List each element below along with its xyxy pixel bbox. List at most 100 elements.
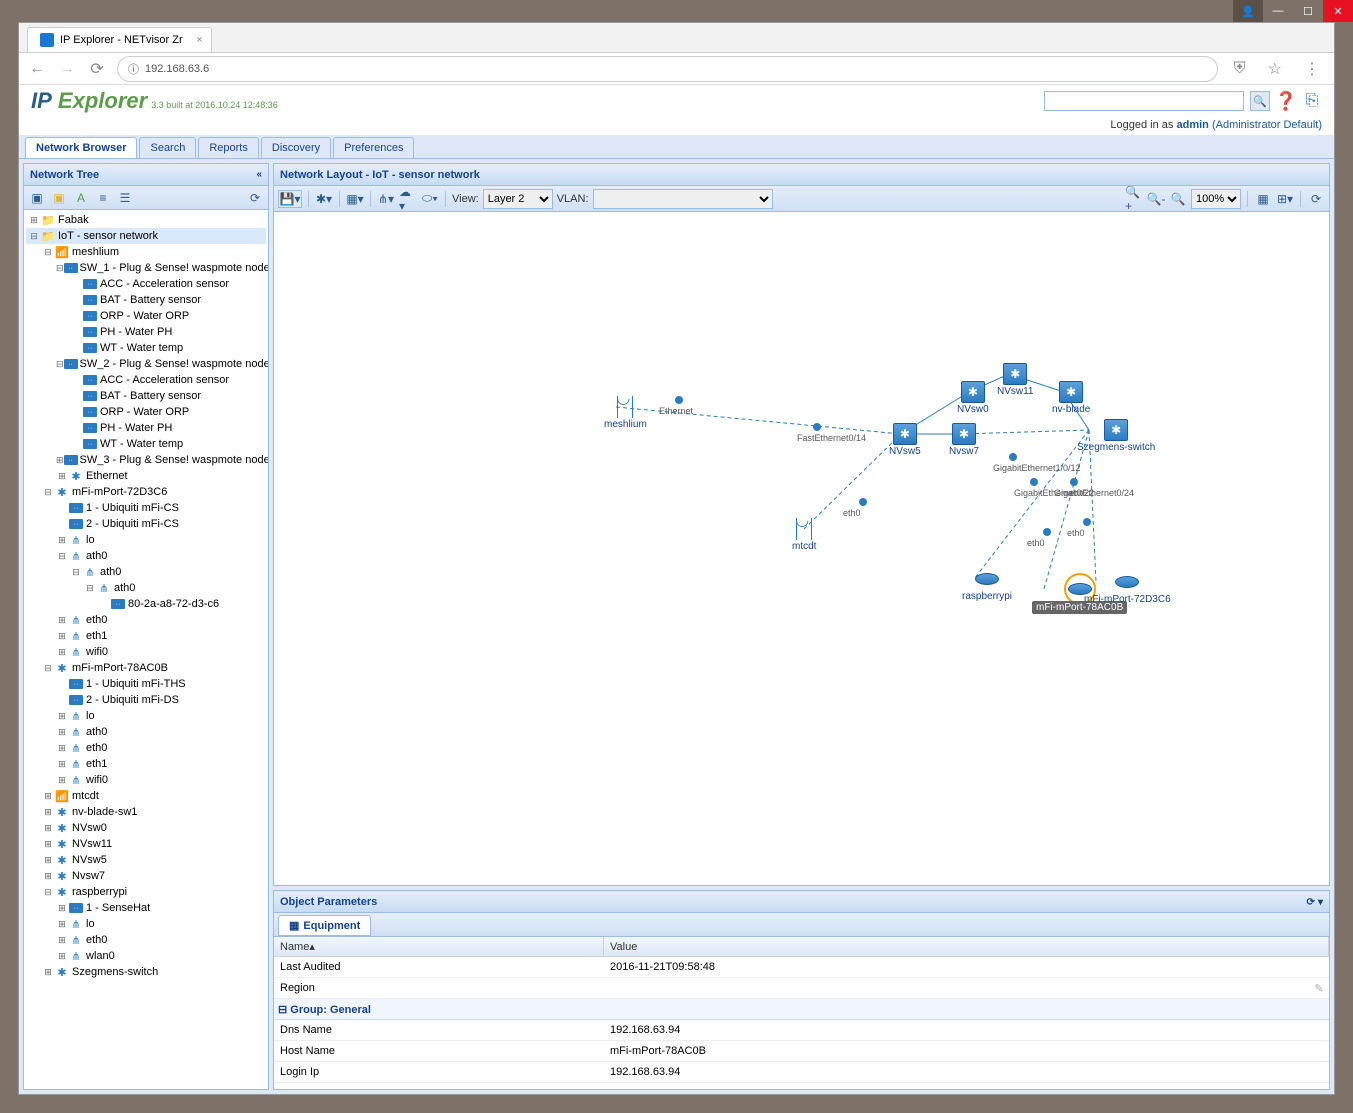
tree-node[interactable]: ⊞📶mtcdt [26, 788, 266, 804]
tree-node[interactable]: ··PH - Water PH [26, 324, 266, 340]
tree-node[interactable]: ⊞✱Nvsw7 [26, 868, 266, 884]
tree-node[interactable]: ··ORP - Water ORP [26, 308, 266, 324]
nav-forward-icon[interactable]: → [57, 60, 77, 78]
os-close-button[interactable]: ✕ [1323, 0, 1353, 22]
tree-toggle-icon[interactable]: ⊟ [84, 583, 96, 594]
toolbar-icon[interactable]: ☰ [116, 189, 134, 207]
tree-node[interactable]: ··ORP - Water ORP [26, 404, 266, 420]
tree-toggle-icon[interactable]: ⊞ [56, 743, 68, 754]
tab-network-browser[interactable]: Network Browser [25, 137, 137, 158]
diagram-node-meshlium[interactable]: meshlium [604, 395, 647, 430]
tree-node[interactable]: ⊞⋔wlan0 [26, 948, 266, 964]
diagram-node-Nvsw7[interactable]: ✱Nvsw7 [949, 422, 979, 457]
toolbar-icon[interactable]: ⋔▾ [377, 190, 395, 208]
tree-toggle-icon[interactable]: ⊞ [56, 615, 68, 626]
tab-reports[interactable]: Reports [198, 137, 259, 158]
tree-node[interactable]: ⊞··1 - SenseHat [26, 900, 266, 916]
tree-node[interactable]: ⊞⋔eth1 [26, 756, 266, 772]
diagram-node-mtcdt[interactable]: mtcdt [792, 517, 816, 552]
tree-node[interactable]: ⊟··SW_2 - Plug & Sense! waspmote node [26, 356, 266, 372]
logout-icon[interactable]: ⎘ [1302, 91, 1322, 111]
tree-node[interactable]: ··2 - Ubiquiti mFi-DS [26, 692, 266, 708]
tree-toggle-icon[interactable]: ⊞ [42, 823, 54, 834]
zoom-select[interactable]: 100% [1191, 189, 1241, 209]
vlan-select[interactable] [593, 189, 773, 209]
view-select[interactable]: Layer 2 [483, 189, 553, 209]
tree-toggle-icon[interactable]: ⊞ [56, 919, 68, 930]
tree-node[interactable]: ⊞⋔wifi0 [26, 772, 266, 788]
tree-node[interactable]: ··80-2a-a8-72-d3-c6 [26, 596, 266, 612]
help-icon[interactable]: ❓ [1276, 91, 1296, 111]
diagram-node-NVsw11[interactable]: ✱NVsw11 [997, 362, 1034, 397]
toolbar-icon[interactable]: ✱▾ [315, 190, 333, 208]
tree-node[interactable]: ⊟✱raspberrypi [26, 884, 266, 900]
tree-node[interactable]: ··2 - Ubiquiti mFi-CS [26, 516, 266, 532]
tree-node[interactable]: ⊞⋔lo [26, 708, 266, 724]
zoom-in-icon[interactable]: 🔍+ [1125, 190, 1143, 208]
tree-node[interactable]: ⊟⋔ath0 [26, 564, 266, 580]
tree-toggle-icon[interactable]: ⊟ [42, 247, 54, 258]
tree-toggle-icon[interactable]: ⊞ [56, 647, 68, 658]
tab-equipment[interactable]: ▦ Equipment [278, 915, 371, 936]
os-minimize-button[interactable]: — [1263, 0, 1293, 22]
tree-node[interactable]: ··1 - Ubiquiti mFi-CS [26, 500, 266, 516]
tree-node[interactable]: ⊞✱Ethernet [26, 468, 266, 484]
tree-node[interactable]: ⊞⋔eth1 [26, 628, 266, 644]
refresh-icon[interactable]: ⟳ [1307, 190, 1325, 208]
tree-node[interactable]: ⊞⋔eth0 [26, 612, 266, 628]
tree-node[interactable]: ⊞⋔eth0 [26, 740, 266, 756]
tree-toggle-icon[interactable]: ⊞ [56, 951, 68, 962]
tree-toggle-icon[interactable]: ⊞ [42, 855, 54, 866]
params-row[interactable]: Region✎ [274, 978, 1329, 999]
address-bar[interactable]: ⓘ 192.168.63.6 [117, 56, 1218, 82]
tree-node[interactable]: ⊞📁Fabak [26, 212, 266, 228]
tree-toggle-icon[interactable]: ⊞ [56, 775, 68, 786]
tree-toggle-icon[interactable]: ⊟ [70, 567, 82, 578]
toolbar-icon[interactable]: ≡ [94, 189, 112, 207]
grid-icon[interactable]: ▦ [1254, 190, 1272, 208]
diagram-node-NVsw5[interactable]: ✱NVsw5 [889, 422, 921, 457]
tree-toggle-icon[interactable]: ⊞ [56, 727, 68, 738]
tree-node[interactable]: ··WT - Water temp [26, 340, 266, 356]
browser-tab[interactable]: IP Explorer - NETvisor Zr × [27, 27, 212, 52]
toolbar-icon[interactable]: ▦▾ [346, 190, 364, 208]
toolbar-icon[interactable]: A [72, 189, 90, 207]
tree-toggle-icon[interactable]: ⊞ [56, 759, 68, 770]
tree-toggle-icon[interactable]: ⊞ [42, 807, 54, 818]
toolbar-icon[interactable]: ☁▾ [399, 190, 417, 208]
tree-toggle-icon[interactable]: ⊟ [56, 359, 64, 370]
tree-node[interactable]: ⊞⋔wifi0 [26, 644, 266, 660]
collapse-down-icon[interactable]: ▾ [1318, 897, 1323, 908]
tree-node[interactable]: ⊟📶meshlium [26, 244, 266, 260]
tree-node[interactable]: ⊞✱NVsw11 [26, 836, 266, 852]
params-row[interactable]: Login Ip192.168.63.94 [274, 1062, 1329, 1083]
tree-node[interactable]: ⊞✱nv-blade-sw1 [26, 804, 266, 820]
header-search-input[interactable] [1044, 91, 1244, 111]
tree-toggle-icon[interactable]: ⊞ [56, 631, 68, 642]
diagram-node-NVsw0[interactable]: ✱NVsw0 [957, 380, 989, 415]
tree-toggle-icon[interactable]: ⊟ [42, 663, 54, 674]
tree-node[interactable]: ⊞⋔lo [26, 916, 266, 932]
extension-icon[interactable]: ⛨ [1228, 60, 1252, 78]
save-icon[interactable]: 💾▾ [278, 190, 302, 208]
tree-toggle-icon[interactable]: ⊞ [56, 535, 68, 546]
tree-node[interactable]: ··WT - Water temp [26, 436, 266, 452]
tree-node[interactable]: ··1 - Ubiquiti mFi-THS [26, 676, 266, 692]
params-group[interactable]: ⊟ Group: General [274, 1003, 377, 1016]
col-value[interactable]: Value [604, 937, 1329, 956]
network-tree[interactable]: ⊞📁Fabak⊟📁IoT - sensor network⊟📶meshlium⊟… [24, 210, 268, 1089]
tree-node[interactable]: ⊟📁IoT - sensor network [26, 228, 266, 244]
tree-node[interactable]: ··BAT - Battery sensor [26, 388, 266, 404]
tree-node[interactable]: ⊟✱mFi-mPort-78AC0B [26, 660, 266, 676]
tree-toggle-icon[interactable]: ⊞ [56, 455, 64, 466]
toolbar-icon[interactable]: ▣ [50, 189, 68, 207]
zoom-out-icon[interactable]: 🔍- [1147, 190, 1165, 208]
collapse-left-icon[interactable]: « [256, 169, 262, 180]
tree-node[interactable]: ⊞··SW_3 - Plug & Sense! waspmote node [26, 452, 266, 468]
search-icon[interactable]: 🔍 [1250, 91, 1270, 111]
params-row[interactable]: Dns Name192.168.63.94 [274, 1020, 1329, 1041]
toolbar-icon[interactable]: ▣ [28, 189, 46, 207]
diagram-node-Szegmens[interactable]: ✱Szegmens-switch [1077, 418, 1155, 453]
tree-node[interactable]: ··ACC - Acceleration sensor [26, 372, 266, 388]
tree-toggle-icon[interactable]: ⊞ [56, 711, 68, 722]
